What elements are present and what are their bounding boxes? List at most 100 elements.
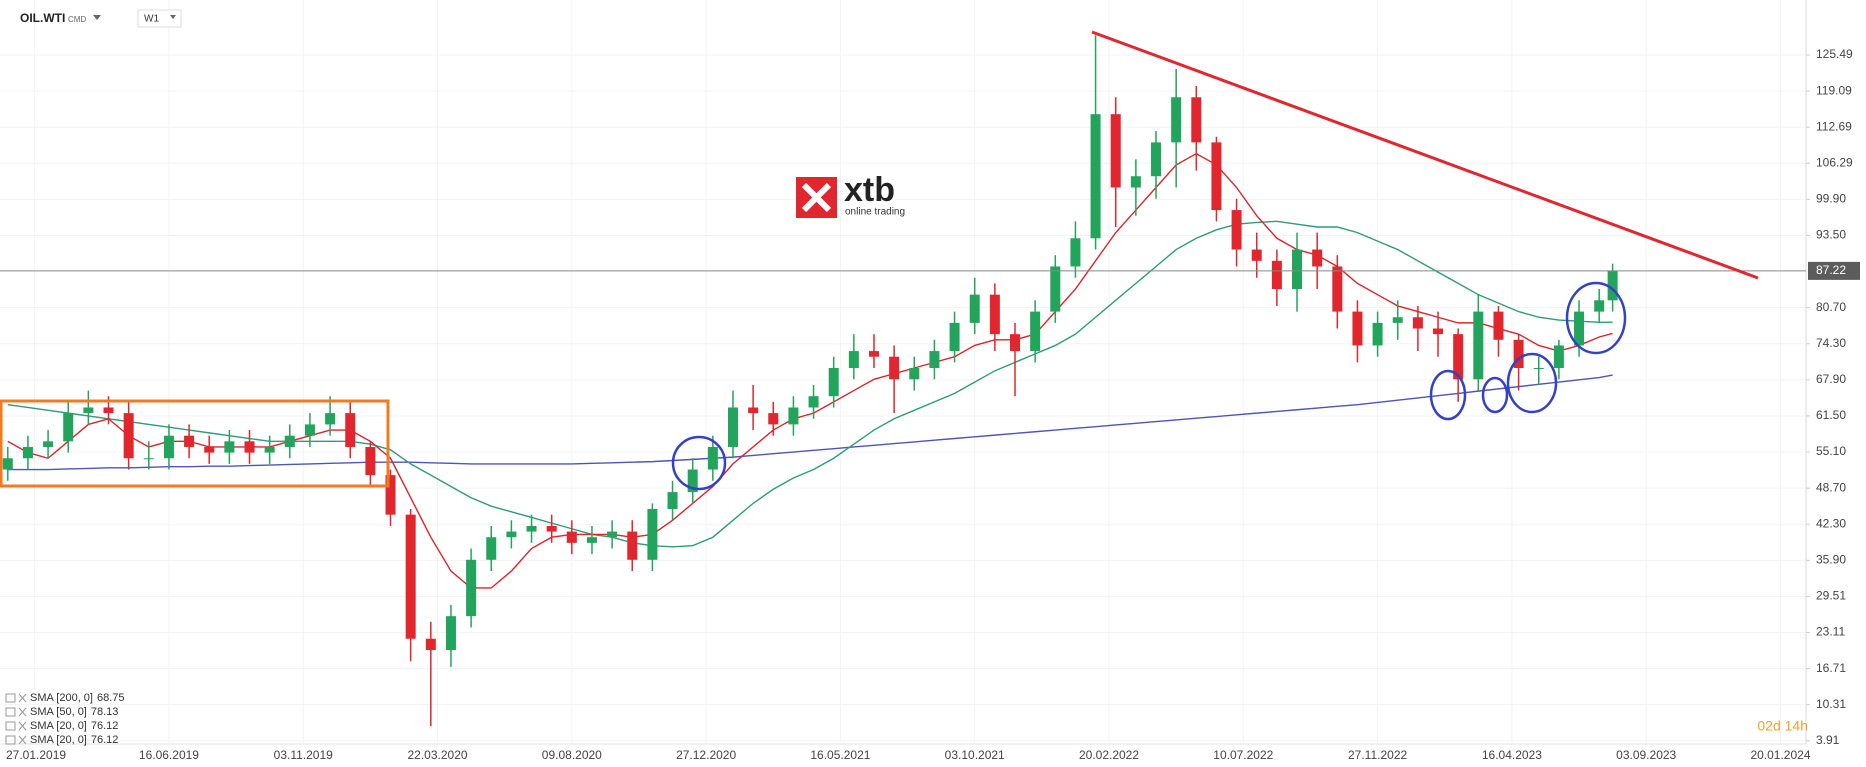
x-tick-label: 27.01.2019	[6, 748, 66, 762]
x-tick-label: 20.01.2024	[1750, 748, 1810, 762]
legend-icon-x	[18, 693, 27, 703]
candle-body	[224, 441, 235, 453]
candle-body	[607, 531, 618, 538]
candle-body	[848, 351, 859, 369]
candle-body	[405, 514, 416, 639]
plot	[0, 35, 1806, 727]
candle-body	[889, 356, 900, 380]
legend-label: SMA [20, 0]	[30, 720, 87, 732]
candle-body	[1453, 334, 1464, 380]
candle-body	[1533, 368, 1544, 370]
candle-body	[284, 435, 295, 447]
candle-body	[1513, 339, 1524, 369]
candle-body	[526, 525, 537, 532]
candle-body	[1412, 317, 1423, 329]
candle-body	[83, 407, 94, 414]
sma-line	[7, 374, 1613, 471]
y-tick-label: 112.69	[1816, 119, 1852, 133]
symbol-dropdown[interactable]	[93, 15, 101, 20]
interval-box[interactable]	[137, 9, 182, 28]
x-tick-label: 20.02.2022	[1079, 748, 1139, 762]
candle-body	[1030, 311, 1041, 352]
y-tick-label: 119.09	[1816, 83, 1852, 97]
market: CMD	[68, 15, 86, 24]
candle-body	[586, 537, 597, 543]
candle-body	[1130, 176, 1141, 188]
candle-body	[1312, 249, 1323, 267]
y-tick-label: 106.29	[1816, 155, 1853, 169]
candle-body	[1191, 97, 1202, 143]
candle-body	[1251, 249, 1262, 261]
candle-body	[163, 435, 174, 459]
sma-line	[7, 220, 1613, 548]
timer: 02d 14h	[1757, 718, 1808, 734]
x-tick-label: 27.12.2020	[676, 748, 736, 762]
legend-icon-x	[18, 735, 27, 745]
candle-body	[1433, 328, 1444, 335]
candle-body	[707, 446, 718, 470]
candle-body	[486, 537, 497, 560]
candle-body	[748, 407, 759, 414]
candle-body	[1090, 114, 1101, 239]
x-tick-label: 27.11.2022	[1348, 748, 1407, 762]
candle-body	[768, 413, 779, 425]
y-tick-label: 99.90	[1816, 192, 1846, 206]
candle-body	[546, 525, 557, 532]
y-tick-label: 67.90	[1816, 372, 1846, 386]
x-tick-label: 03.09.2023	[1616, 748, 1676, 762]
y-tick-label: 80.70	[1816, 300, 1846, 314]
legend-label: SMA [50, 0]	[30, 706, 87, 718]
candle-body	[788, 407, 799, 425]
logo-tagline: online trading	[845, 207, 905, 218]
legend-value: 68.75	[97, 692, 125, 704]
legend-label: SMA [200, 0]	[30, 692, 93, 704]
y-tick-label: 3.91	[1816, 733, 1840, 747]
y-tick-label: 55.10	[1816, 444, 1846, 458]
interval[interactable]: W1	[144, 14, 159, 25]
legend-label: SMA [20, 0]	[30, 734, 87, 746]
candle-body	[1574, 311, 1585, 346]
candle-body	[1332, 266, 1343, 312]
y-tick-label: 10.31	[1816, 697, 1846, 711]
candle-body	[1607, 270, 1618, 301]
candle-body	[1493, 311, 1504, 340]
legend-icon-x	[18, 707, 27, 717]
candle-body	[385, 475, 396, 515]
candle-body	[506, 531, 517, 538]
candle-body	[949, 322, 960, 352]
candle-body	[1010, 334, 1021, 352]
candle-body	[1231, 210, 1242, 250]
candle-body	[2, 458, 13, 470]
y-tick-label: 93.50	[1816, 228, 1846, 242]
legend-icon-x	[18, 721, 27, 731]
candle-body	[345, 413, 356, 447]
candle-body	[1211, 142, 1222, 211]
candle-body	[22, 446, 33, 459]
candle-body	[365, 446, 376, 476]
candle-body	[445, 616, 456, 651]
legend-entry: SMA [20, 0] 76.12	[5, 734, 119, 746]
symbol[interactable]: OIL.WTI	[20, 11, 65, 25]
candle-body	[1050, 266, 1061, 312]
y-tick-label: 16.71	[1816, 661, 1846, 675]
x-tick-label: 10.07.2022	[1213, 748, 1273, 762]
trend-line	[1091, 30, 1759, 280]
legend-value: 76.12	[91, 734, 119, 746]
candle-body	[1271, 260, 1282, 290]
y-tick-label: 29.51	[1816, 589, 1846, 603]
drawings	[0, 30, 1759, 491]
legend-entry: SMA [50, 0] 78.13	[5, 706, 119, 718]
x-tick-label: 16.05.2021	[810, 748, 870, 762]
candle-body	[868, 351, 879, 357]
candle-body	[425, 638, 436, 651]
legend-value: 78.13	[91, 706, 119, 718]
candle-body	[1171, 97, 1182, 143]
candle-body	[969, 294, 980, 323]
y-tick-label: 35.90	[1816, 553, 1846, 567]
interval-dropdown[interactable]	[170, 15, 176, 19]
range-box	[0, 399, 390, 488]
candle-body	[989, 294, 1000, 335]
candle-body	[466, 559, 477, 617]
candle-body	[63, 413, 74, 442]
legend-icon	[5, 735, 16, 745]
